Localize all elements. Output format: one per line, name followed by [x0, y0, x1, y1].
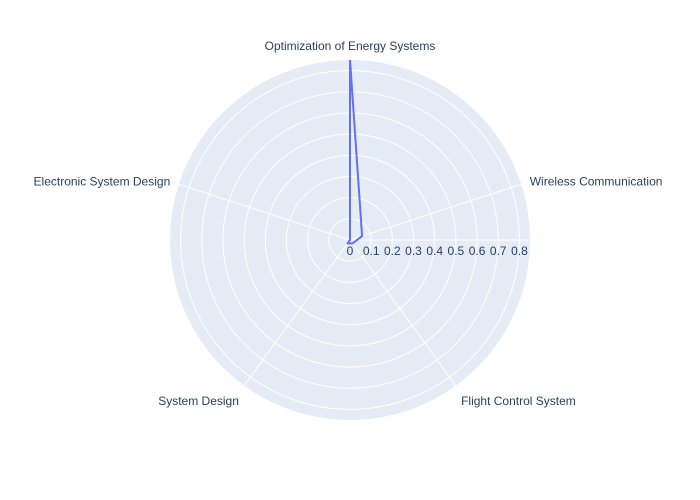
- series-line: [346, 59, 364, 245]
- radial-tick-label: 0.3: [405, 244, 422, 258]
- radial-tick-label: 0.1: [363, 244, 380, 258]
- radial-tick-label: 0.6: [469, 244, 486, 258]
- angular-gridline: [178, 183, 351, 241]
- angular-axis-label: System Design: [158, 394, 239, 408]
- radial-tick-label: 0.8: [511, 244, 528, 258]
- angular-axis-label: Wireless Communication: [530, 175, 663, 189]
- series-layer: [346, 59, 364, 245]
- radial-tick-label: 0.7: [490, 244, 507, 258]
- radial-tick-label: 0: [347, 244, 354, 258]
- radial-tick-label: 0.5: [448, 244, 465, 258]
- angular-axis-label: Optimization of Energy Systems: [265, 39, 436, 53]
- radial-tick-label: 0.4: [426, 244, 443, 258]
- angular-gridline: [349, 239, 457, 386]
- radial-tick-label: 0.2: [384, 244, 401, 258]
- radial-tick-labels: 0 0.1 0.2 0.3 0.4 0.5 0.6 0.7 0.8: [347, 244, 528, 258]
- angular-axis-label: Electronic System Design: [34, 175, 171, 189]
- angular-axis-labels: Optimization of Energy Systems Wireless C…: [34, 39, 663, 408]
- angular-axis-label: Flight Control System: [461, 394, 576, 408]
- angular-gridline: [349, 183, 522, 241]
- angular-gridline: [243, 239, 351, 386]
